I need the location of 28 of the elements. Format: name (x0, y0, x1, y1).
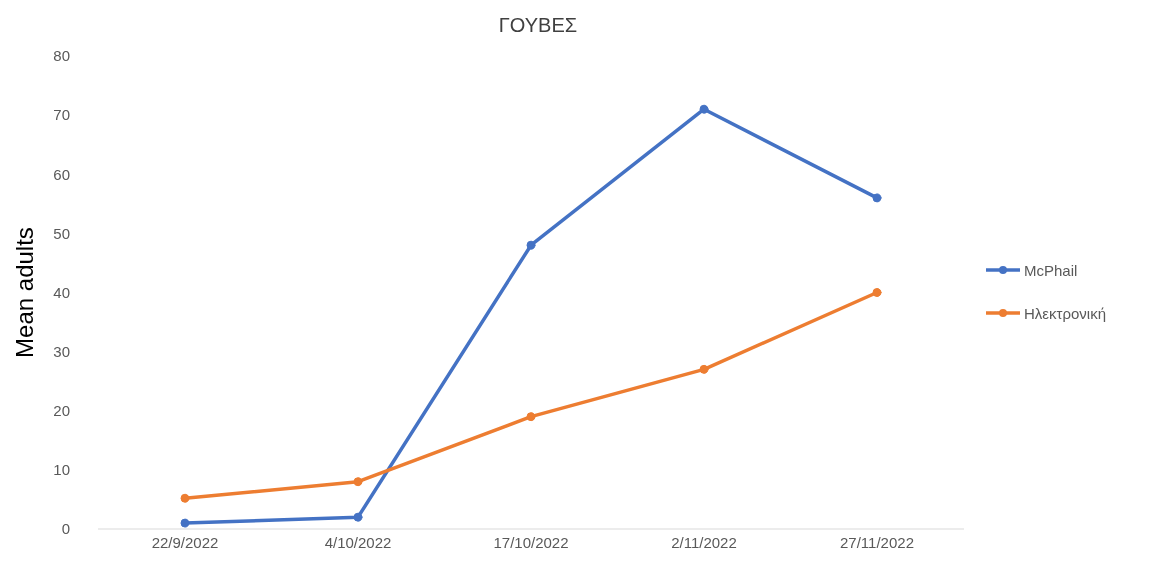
point (872, 193, 882, 203)
point (526, 412, 536, 422)
x-tick-label: 2/11/2022 (671, 533, 737, 551)
point (180, 493, 190, 503)
y-tick-label: 0 (61, 520, 70, 538)
point (180, 518, 190, 528)
x-tick-label: 4/10/2022 (324, 533, 392, 551)
y-axis-title: Mean adults (10, 227, 38, 358)
y-tick-label: 50 (53, 224, 70, 242)
point (353, 477, 363, 487)
x-tick-label: 17/10/2022 (493, 533, 569, 551)
y-tick-label: 70 (53, 106, 70, 124)
legend-label: Ηλεκτρονική (1024, 304, 1106, 322)
chart-title: ΓΟΥΒΕΣ (497, 14, 579, 37)
point (699, 104, 709, 114)
y-tick-label: 10 (53, 461, 70, 479)
y-tick-label: 30 (53, 342, 70, 360)
point (699, 364, 709, 374)
legend-label: McPhail (1024, 261, 1078, 279)
point (353, 512, 363, 522)
x-tick-label: 27/11/2022 (840, 533, 914, 551)
y-tick-label: 40 (53, 283, 70, 301)
point (526, 240, 536, 250)
x-tick-label: 22/9/2022 (151, 533, 219, 551)
y-tick-label: 60 (53, 165, 70, 183)
y-tick-label: 80 (53, 47, 70, 65)
y-tick-label: 20 (53, 402, 70, 420)
point (872, 288, 882, 297)
